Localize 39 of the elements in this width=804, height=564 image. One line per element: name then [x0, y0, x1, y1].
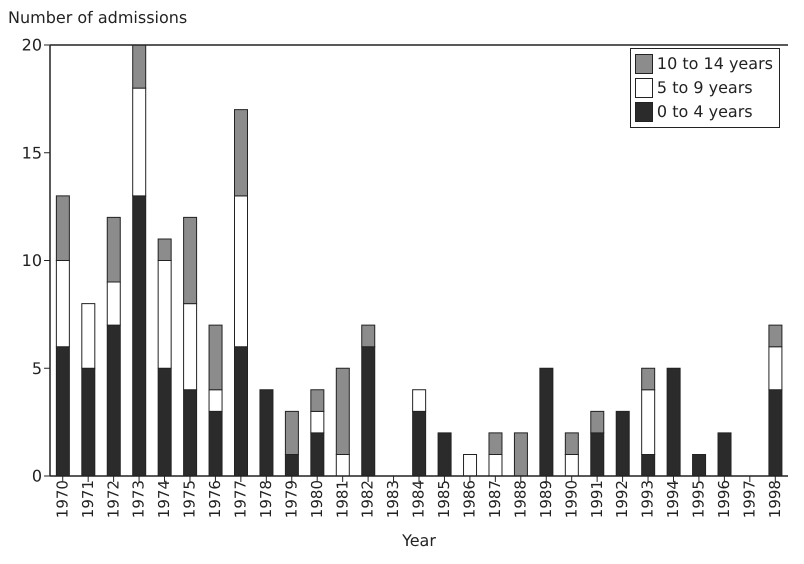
x-tick-label: 1993 [638, 480, 657, 518]
x-tick-label: 1979 [282, 480, 300, 518]
x-tick-label: 1990 [562, 480, 580, 518]
x-tick-label: 1972 [104, 480, 122, 518]
x-tick-label: 1971 [78, 480, 97, 518]
x-tick-label: 1970 [53, 480, 72, 518]
legend-label: 10 to 14 years [656, 53, 773, 75]
x-tick-label: 1977 [232, 480, 250, 518]
y-tick-label: 15 [22, 143, 42, 162]
y-tick-label: 5 [32, 358, 42, 378]
x-tick-label: 1984 [410, 480, 428, 518]
x-tick-label: 1988 [511, 480, 530, 518]
y-tick-label: 20 [22, 36, 42, 55]
y-tick-label: 0 [32, 466, 42, 486]
x-axis-title: Year [401, 531, 436, 550]
x-tick-label: 1995 [690, 480, 708, 518]
x-tick-label: 1992 [613, 480, 632, 518]
x-tick-label: 1987 [486, 480, 504, 518]
x-tick-label: 1985 [435, 480, 454, 518]
x-tick-label: 1976 [206, 480, 224, 518]
x-tick-label: 1986 [460, 480, 479, 518]
x-tick-label: 1974 [155, 480, 174, 518]
x-tick-label: 1980 [308, 480, 326, 518]
x-tick-label: 1978 [256, 480, 275, 518]
x-tick-label: 1994 [664, 480, 682, 518]
x-tick-label: 1975 [180, 480, 199, 518]
x-tick-label: 1989 [536, 480, 555, 518]
x-tick-label: 1996 [715, 480, 734, 518]
x-tick-label: 1973 [130, 480, 148, 518]
x-tick-label: 1982 [358, 480, 377, 518]
y-tick-label: 10 [22, 251, 42, 270]
legend-label: 5 to 9 years [656, 77, 754, 99]
x-tick-label: 1983 [384, 480, 402, 518]
legend-label: 0 to 4 years [656, 101, 754, 123]
x-tick-label: 1998 [766, 480, 784, 518]
x-tick-label: 1997 [740, 480, 758, 518]
x-tick-label: 1981 [333, 480, 352, 518]
y-axis-title: Number of admissions [8, 8, 188, 27]
x-tick-label: 1991 [588, 480, 606, 518]
